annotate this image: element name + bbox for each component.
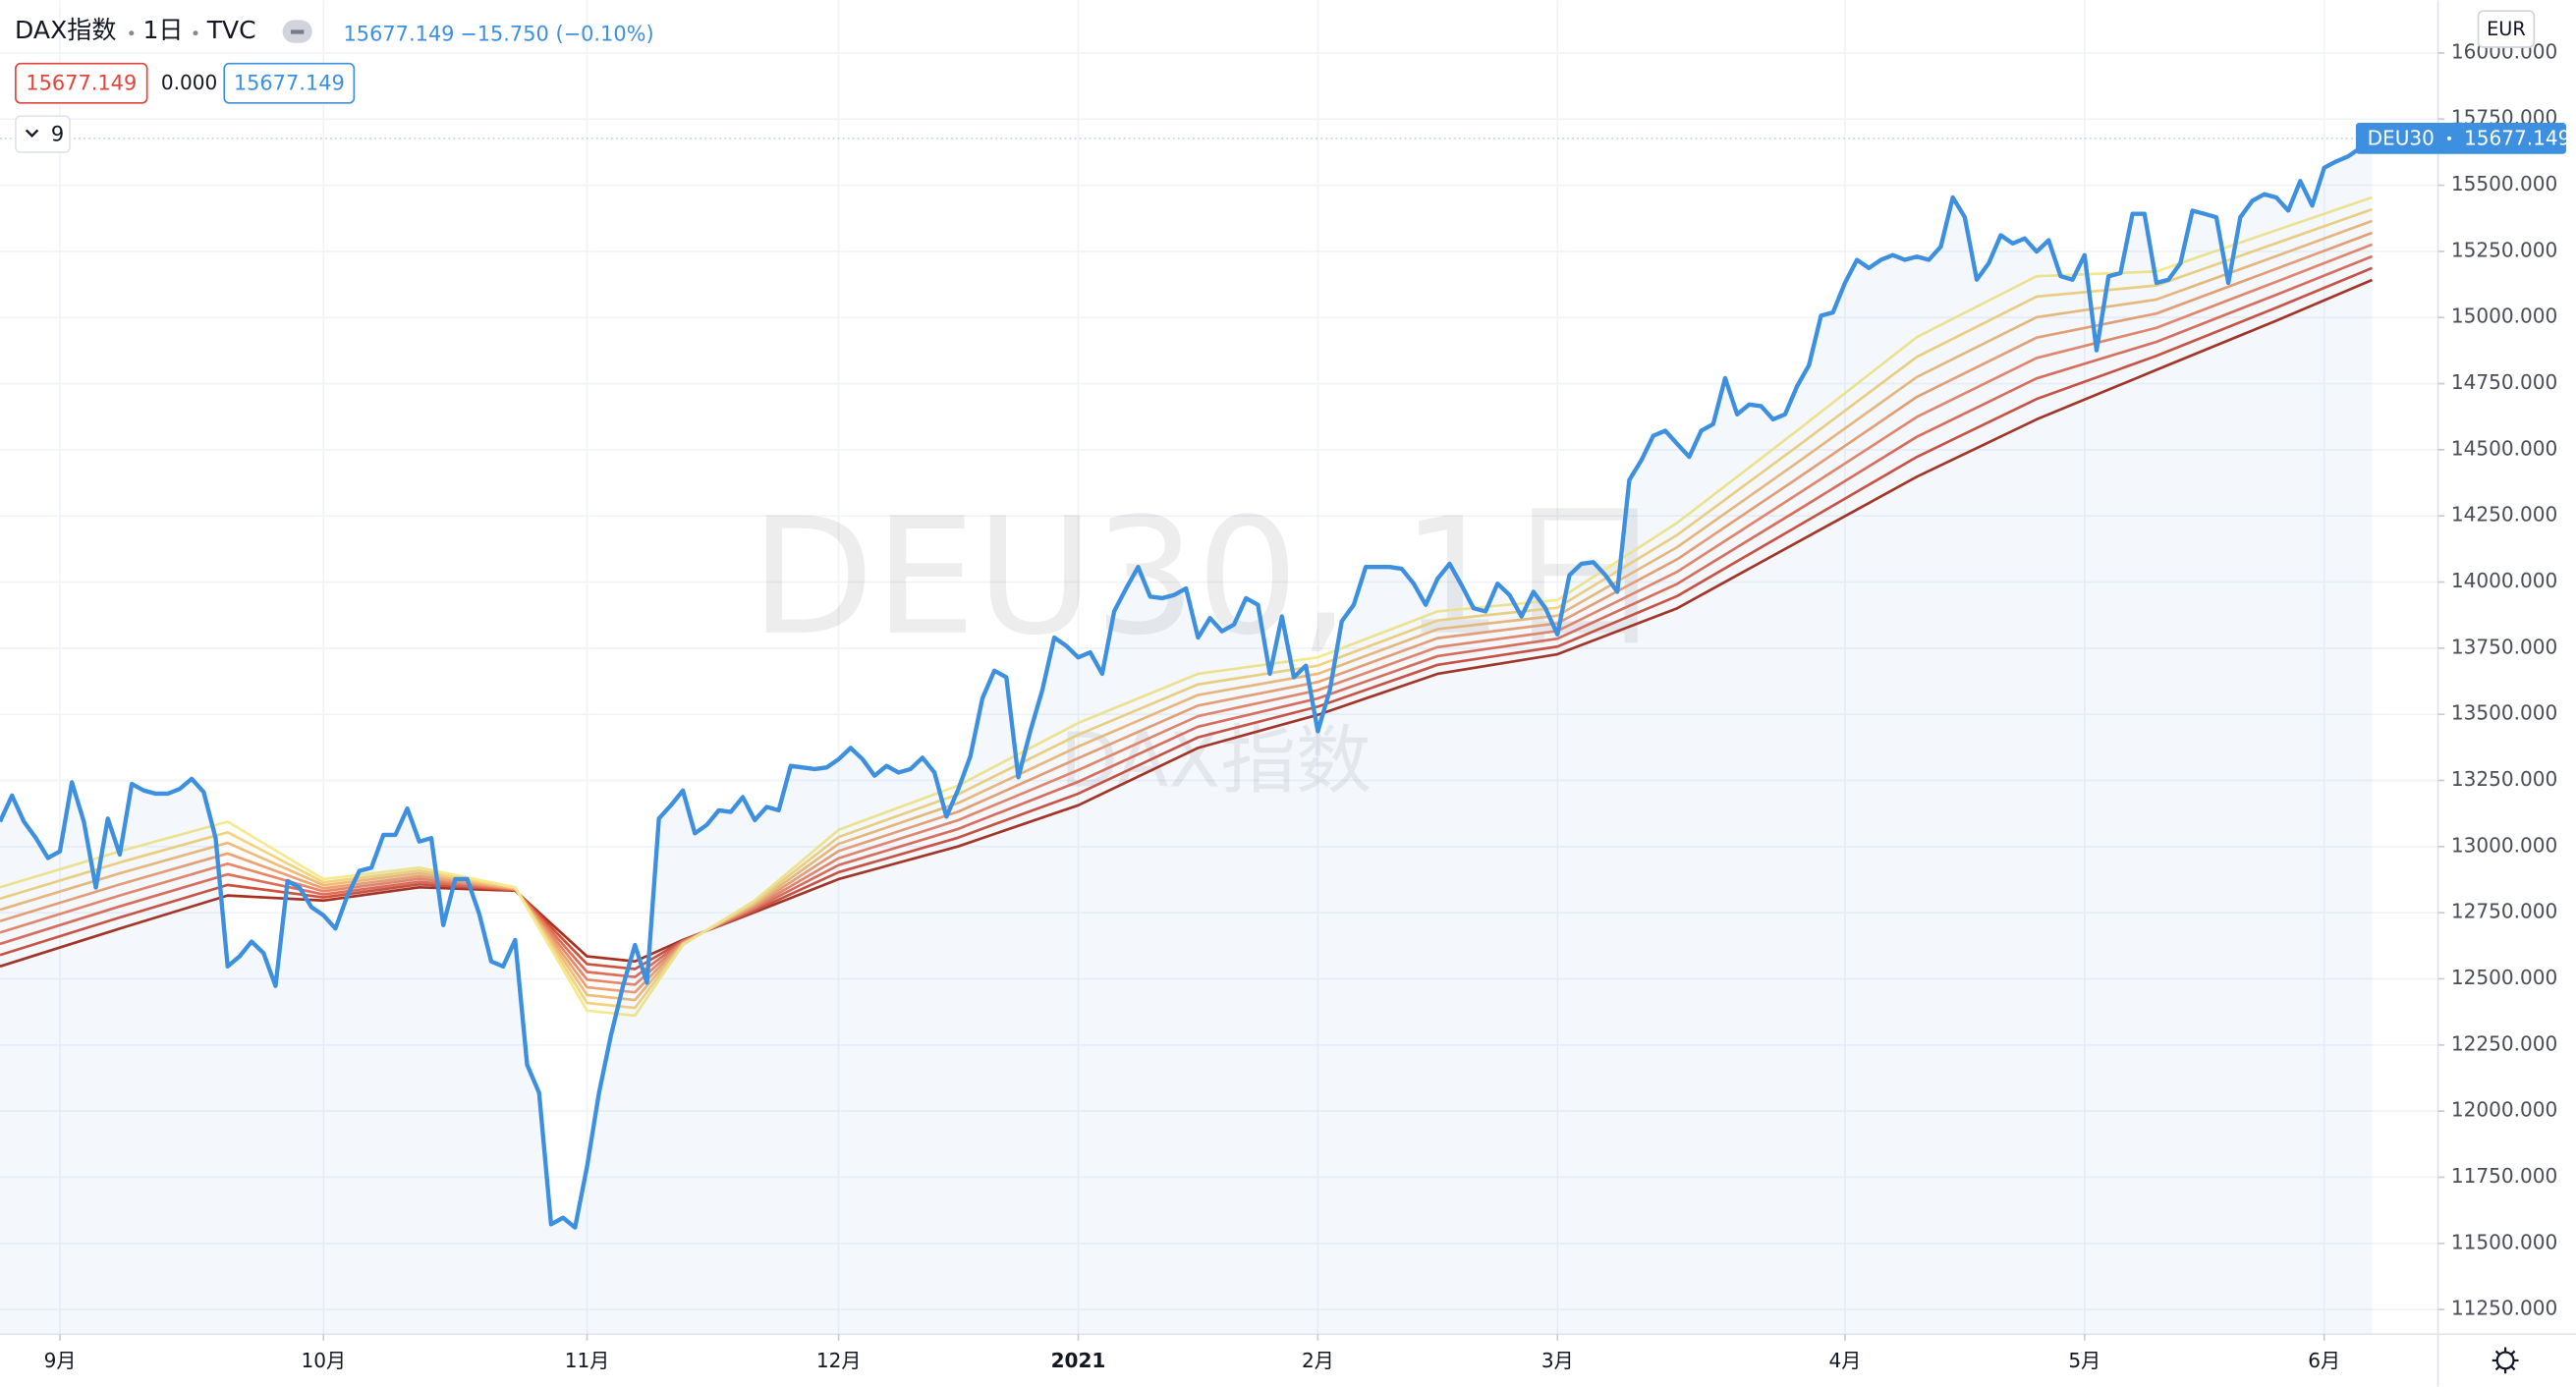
y-tick-label: 15500.000 (2451, 172, 2557, 195)
indicator-value: 0.000 (161, 71, 217, 94)
toggle-icon-bar (290, 29, 305, 34)
axes: 11250.000 11500.000 11750.000 12000.000 1225… (44, 39, 2571, 1372)
y-tick-label: 14000.000 (2451, 569, 2557, 592)
y-tick-label: 13250.000 (2451, 767, 2557, 791)
indicator-value: 15677.149 (26, 72, 137, 95)
separator (2446, 136, 2451, 140)
indicator-box (223, 62, 356, 104)
y-tick-label: 12250.000 (2451, 1031, 2557, 1055)
settings-icon[interactable] (2492, 1347, 2519, 1374)
y-tick-label: 13500.000 (2451, 701, 2557, 725)
y-tick-label: 15000.000 (2451, 305, 2557, 328)
separator (129, 30, 135, 36)
x-tick-label: 6月 (2308, 1349, 2340, 1372)
separator (193, 30, 198, 36)
ema-line (0, 231, 2373, 994)
currency-box[interactable] (2477, 10, 2536, 48)
x-tick-label: 3月 (1541, 1349, 1574, 1372)
currency: EUR (2487, 18, 2526, 40)
x-tick-label: 4月 (1829, 1349, 1862, 1372)
indicator-length: 9 (51, 122, 64, 145)
price-change: −15.750 (−0.10%) (460, 22, 653, 45)
x-tick-label: 9月 (44, 1349, 77, 1372)
watermark: DEU30, 1日 (751, 483, 1664, 671)
collapse-button[interactable] (15, 115, 71, 153)
y-tick-label: 14750.000 (2451, 370, 2557, 394)
ema-line (0, 266, 2373, 971)
x-tick-label: 2021 (1051, 1349, 1106, 1372)
last-price: 15677.149 (343, 22, 454, 45)
price-area (0, 138, 2373, 1335)
x-tick-label: 10月 (301, 1349, 346, 1372)
gear-teeth (2492, 1347, 2519, 1374)
y-tick-label: 11500.000 (2451, 1230, 2557, 1253)
ema-line (0, 243, 2373, 986)
price-tag-value: 15677.149 (2464, 126, 2570, 149)
indicator-box (15, 62, 148, 104)
symbol: DAX指数 (15, 16, 116, 44)
y-tick-label: 12750.000 (2451, 900, 2557, 923)
y-tick-label: 15250.000 (2451, 238, 2557, 261)
price-tag (2355, 122, 2566, 154)
price-tag-symbol: DEU30 (2368, 126, 2435, 149)
y-tick-label: 14500.000 (2451, 436, 2557, 460)
ema-line (0, 278, 2373, 969)
plot (0, 137, 2438, 1335)
x-tick-label: 11月 (565, 1349, 610, 1372)
indicator-value: 15677.149 (234, 72, 345, 95)
y-tick-label: 11750.000 (2451, 1164, 2557, 1188)
grid (0, 0, 2438, 1335)
x-tick-label: 5月 (2068, 1349, 2100, 1372)
ema-line (0, 254, 2373, 978)
source: TVC (206, 16, 256, 44)
y-tick-label: 14250.000 (2451, 503, 2557, 527)
x-tick-label: 2月 (1302, 1349, 1334, 1372)
y-tick-label: 11250.000 (2451, 1297, 2557, 1320)
y-tick-label: 12500.000 (2451, 966, 2557, 989)
y-tick-label: 12000.000 (2451, 1098, 2557, 1122)
x-tick-label: 12月 (816, 1349, 862, 1372)
interval: 1日 (142, 16, 183, 44)
y-tick-label: 13000.000 (2451, 833, 2557, 857)
price-line (0, 137, 2374, 1230)
price-tag-label: DEU30 15677.149 (2368, 126, 2571, 149)
ema-line (0, 195, 2373, 1018)
y-tick-label: 13750.000 (2451, 635, 2557, 658)
chevron (25, 129, 39, 138)
